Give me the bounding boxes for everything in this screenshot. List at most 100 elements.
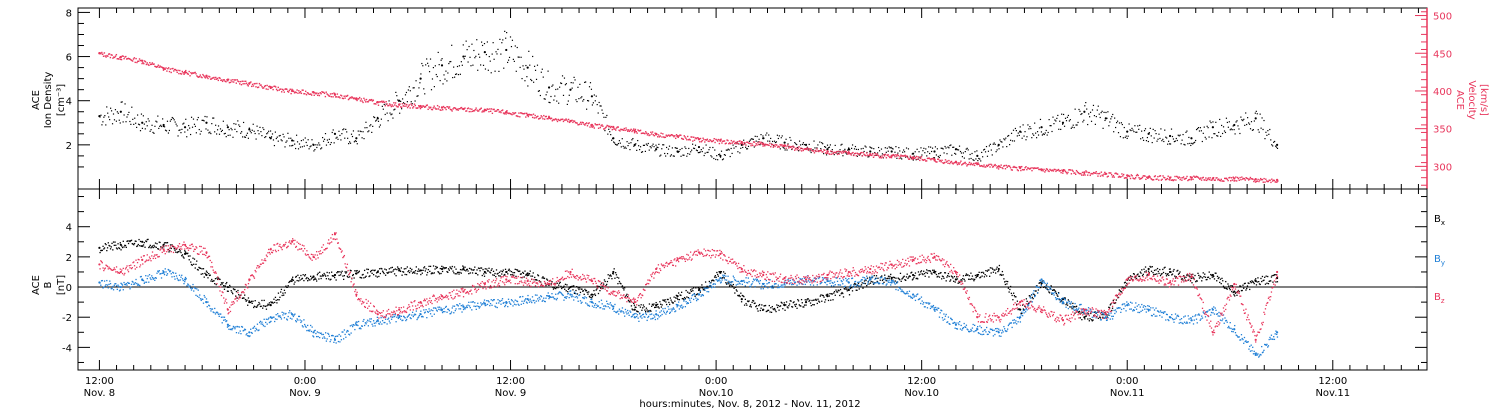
- density-point: [1214, 133, 1216, 135]
- bx-point: [810, 304, 812, 307]
- velocity-point: [828, 153, 830, 155]
- bx-point: [769, 311, 771, 313]
- density-point: [1212, 121, 1214, 123]
- velocity-point: [346, 95, 348, 98]
- bx-point: [671, 301, 673, 303]
- velocity-point: [746, 141, 749, 143]
- bx-point: [943, 277, 945, 279]
- bx-point: [776, 306, 779, 309]
- velocity-point: [544, 115, 547, 118]
- velocity-point: [1277, 180, 1279, 182]
- velocity-point: [543, 118, 546, 120]
- bx-point: [205, 270, 208, 272]
- bx-point: [729, 284, 731, 286]
- bx-point: [479, 270, 481, 272]
- bx-point: [306, 276, 308, 279]
- density-point: [490, 72, 492, 74]
- bx-point: [638, 304, 640, 307]
- density-point: [101, 124, 103, 126]
- by-point: [163, 273, 166, 276]
- bx-point: [272, 302, 274, 304]
- velocity-point: [938, 160, 941, 162]
- velocity-point: [651, 133, 653, 135]
- density-point: [1085, 101, 1087, 104]
- velocity-point: [606, 124, 608, 127]
- density-point: [843, 150, 845, 152]
- bx-data-point: [483, 270, 486, 274]
- density-point: [616, 144, 619, 146]
- bx-point: [414, 270, 417, 272]
- density-point: [1186, 130, 1188, 132]
- density-point: [611, 139, 613, 141]
- velocity-point: [1234, 180, 1236, 182]
- density-point: [996, 149, 998, 151]
- velocity-point: [382, 100, 385, 103]
- bx-point: [448, 269, 450, 271]
- velocity-point: [636, 132, 638, 134]
- bx-point: [980, 271, 983, 274]
- bx-point: [596, 288, 598, 290]
- velocity-point: [420, 106, 423, 109]
- velocity-point: [186, 73, 189, 75]
- velocity-point: [959, 162, 961, 164]
- bx-point: [501, 273, 503, 275]
- velocity-data-point: [890, 154, 893, 158]
- density-point: [385, 103, 387, 105]
- bx-point: [135, 240, 137, 242]
- by-point: [154, 279, 156, 281]
- density-point: [619, 142, 621, 144]
- bx-point: [541, 277, 543, 279]
- by-point: [166, 274, 168, 276]
- density-point: [238, 124, 240, 126]
- by-point: [206, 306, 208, 308]
- velocity-point: [663, 136, 666, 139]
- density-point: [745, 146, 747, 148]
- velocity-point: [252, 85, 255, 87]
- bx-point: [887, 277, 889, 280]
- bx-point: [854, 283, 856, 285]
- density-point: [707, 151, 709, 153]
- bx-point: [232, 288, 235, 290]
- density-point: [380, 118, 382, 120]
- by-point: [119, 289, 121, 291]
- velocity-point: [836, 153, 839, 156]
- bx-point: [390, 267, 392, 269]
- velocity-point: [168, 70, 171, 73]
- velocity-point: [286, 90, 289, 93]
- bx-point: [298, 277, 301, 279]
- density-point: [299, 146, 302, 148]
- density-point: [134, 117, 136, 119]
- density-point: [769, 140, 771, 142]
- density-point: [1237, 125, 1239, 127]
- bx-point: [193, 263, 195, 265]
- density-point: [1134, 125, 1136, 127]
- velocity-point: [1189, 176, 1192, 178]
- density-point: [770, 137, 772, 140]
- density-point: [429, 58, 432, 60]
- velocity-point: [190, 71, 192, 74]
- velocity-point: [883, 155, 886, 157]
- bx-point: [357, 272, 359, 274]
- velocity-point: [1062, 169, 1065, 171]
- bx-point: [770, 311, 773, 313]
- velocity-point: [698, 141, 701, 143]
- bx-point: [1189, 279, 1192, 282]
- velocity-point: [105, 56, 107, 58]
- density-point: [141, 127, 144, 129]
- bx-point: [678, 298, 681, 301]
- by-point: [267, 318, 269, 321]
- velocity-point: [137, 60, 140, 62]
- by-point: [212, 311, 214, 313]
- velocity-point: [741, 142, 744, 145]
- bx-point: [625, 294, 627, 297]
- bx-point: [121, 246, 124, 249]
- velocity-point: [767, 144, 769, 146]
- bx-point: [310, 275, 312, 277]
- density-point: [242, 121, 245, 124]
- bx-point: [923, 272, 926, 275]
- bx-point: [134, 240, 136, 242]
- density-point: [123, 114, 125, 116]
- velocity-point: [286, 88, 288, 91]
- by-point: [127, 281, 129, 284]
- density-point: [215, 124, 217, 126]
